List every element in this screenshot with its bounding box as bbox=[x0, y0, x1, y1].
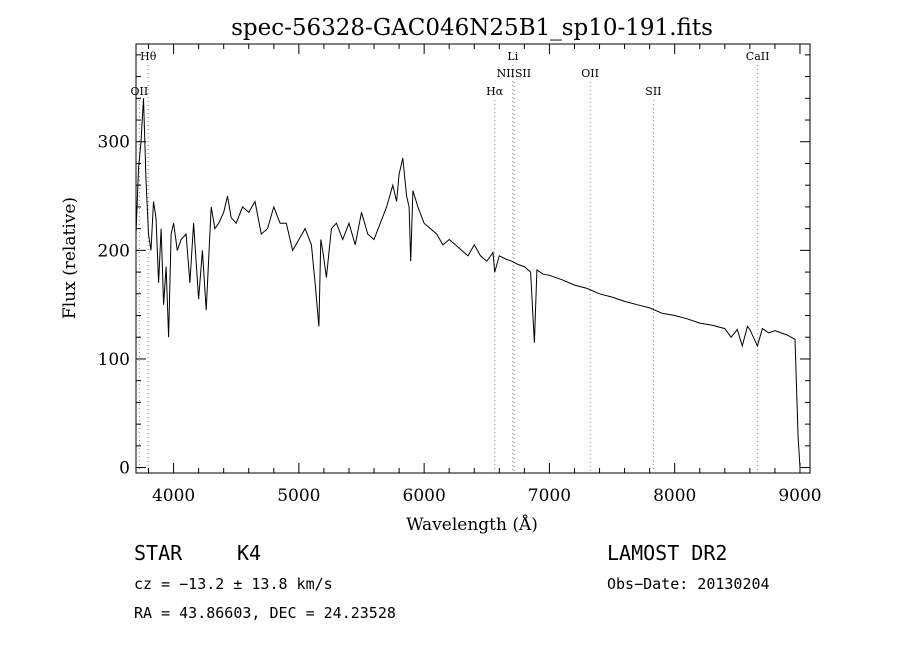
x-tick-label: 8000 bbox=[653, 486, 696, 506]
line-marker-label: Li bbox=[507, 50, 518, 63]
y-tick-label: 100 bbox=[98, 350, 130, 370]
y-tick-label: 200 bbox=[98, 241, 130, 261]
x-axis-ticks: 4000 5000 6000 7000 8000 9000 bbox=[148, 44, 822, 506]
x-tick-label: 5000 bbox=[277, 486, 320, 506]
x-axis-label: Wavelength (Å) bbox=[406, 514, 538, 535]
line-marker-label: SII bbox=[645, 85, 661, 98]
plot-frame bbox=[135, 43, 811, 474]
x-tick-label: 7000 bbox=[528, 486, 571, 506]
chart-title: spec-56328-GAC046N25B1_sp10-191.fits bbox=[231, 15, 713, 41]
y-tick-label: 300 bbox=[98, 133, 130, 153]
line-marker-label: NIISII bbox=[497, 67, 532, 80]
observation-date: Obs−Date: 20130204 bbox=[607, 575, 770, 593]
line-marker-label: Hα bbox=[486, 85, 504, 98]
y-tick-label: 0 bbox=[119, 459, 130, 479]
y-axis-ticks: 0 100 200 300 bbox=[98, 54, 810, 479]
spectral-line-markers: Hθ OII Li NIISII Hα OII SII CaII bbox=[131, 50, 770, 473]
x-tick-label: 6000 bbox=[403, 486, 446, 506]
line-marker-label: Hθ bbox=[140, 50, 157, 63]
coordinates-readout: RA = 43.86603, DEC = 24.23528 bbox=[134, 604, 396, 622]
object-subclass: K4 bbox=[237, 541, 262, 565]
line-marker-label: OII bbox=[131, 85, 149, 98]
x-tick-label: 9000 bbox=[778, 486, 821, 506]
line-marker-label: OII bbox=[581, 67, 599, 80]
x-tick-label: 4000 bbox=[152, 486, 195, 506]
object-class: STAR bbox=[134, 541, 183, 565]
line-marker-label: CaII bbox=[746, 50, 770, 63]
survey-label: LAMOST DR2 bbox=[607, 541, 728, 565]
y-axis-label: Flux (relative) bbox=[60, 197, 80, 319]
spectrum-line bbox=[135, 98, 801, 468]
redshift-readout: cz = −13.2 ± 13.8 km/s bbox=[134, 575, 333, 593]
